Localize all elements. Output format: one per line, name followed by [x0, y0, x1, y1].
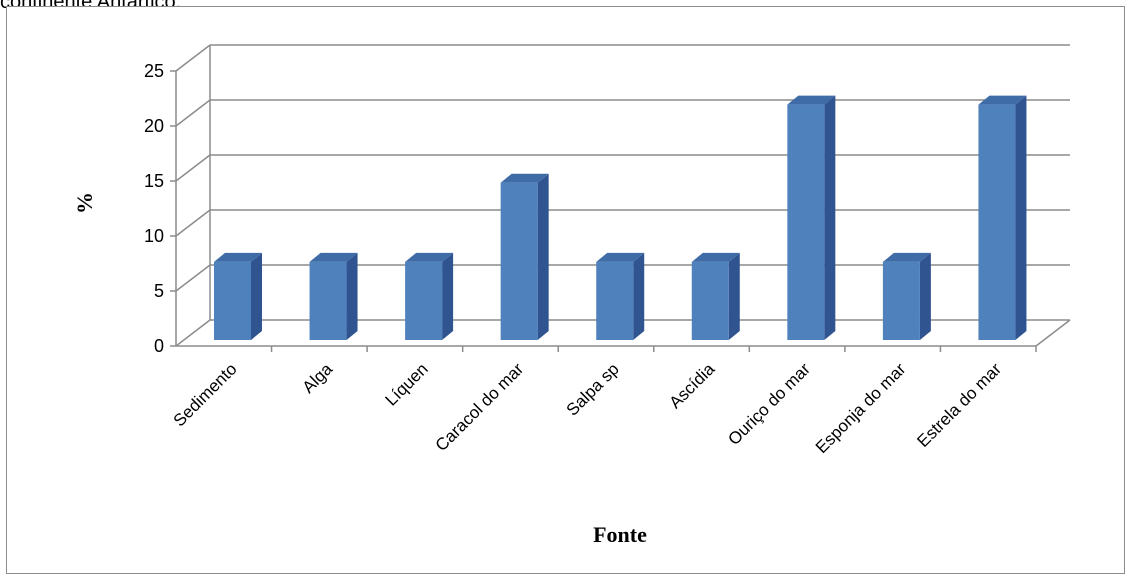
- x-tick-label: Sedimento: [170, 359, 241, 430]
- bar-side: [1015, 95, 1027, 340]
- gridline-diagonal: [175, 44, 211, 72]
- x-axis-labels: Sedimento Alga Líquen Caracol do mar Salpa s…: [170, 346, 1037, 457]
- bar: [405, 252, 454, 340]
- gridline-diagonal: [175, 209, 211, 237]
- y-tick-label: 20: [144, 116, 164, 136]
- bar-top: [309, 252, 358, 262]
- gridline-diagonal: [175, 264, 211, 292]
- gridline-diagonal: [175, 99, 211, 127]
- bar: [978, 95, 1027, 340]
- chart-walls: [175, 45, 1071, 347]
- bar-top: [500, 173, 549, 183]
- bar-top: [405, 252, 454, 262]
- y-axis-title: %: [72, 192, 97, 214]
- bar-front: [882, 261, 920, 340]
- x-tick-label: Esponja do mar: [812, 359, 910, 457]
- bar-top: [214, 252, 262, 262]
- bar-top: [787, 95, 836, 105]
- bar-top: [691, 252, 740, 262]
- bar-front: [787, 104, 825, 340]
- y-tick-label: 5: [154, 281, 164, 301]
- bar-front: [596, 261, 634, 340]
- bar-top: [596, 252, 645, 262]
- floor-right-edge: [1035, 319, 1071, 347]
- bar-front: [405, 261, 443, 340]
- bar: [787, 95, 836, 340]
- bar-side: [728, 252, 740, 340]
- bar: [691, 252, 740, 340]
- bar: [596, 252, 645, 340]
- x-tick-label: Estrela do mar: [913, 359, 1005, 451]
- x-tick-label: Ouriço do mar: [724, 359, 814, 449]
- bar-top: [978, 95, 1027, 105]
- bar-front: [978, 104, 1016, 340]
- x-axis-title: Fonte: [593, 522, 647, 547]
- bar-side: [251, 252, 262, 340]
- bar: [882, 252, 931, 340]
- bar-side: [919, 252, 931, 340]
- bar-front: [500, 182, 538, 340]
- y-tick-label: 25: [144, 61, 164, 81]
- y-tick-label: 10: [144, 226, 164, 246]
- bars: [214, 95, 1027, 340]
- x-tick-label: Líquen: [382, 359, 432, 409]
- bar: [309, 252, 358, 340]
- y-tick-label: 0: [154, 336, 164, 356]
- bar-front: [691, 261, 729, 340]
- bar-side: [442, 252, 454, 340]
- bar: [214, 252, 262, 340]
- x-tick-label: Salpa sp: [563, 359, 623, 419]
- x-tick-label: Alga: [299, 359, 337, 397]
- y-axis-ticks: 0 5 10 15 20 25: [144, 61, 176, 356]
- bar: [500, 173, 549, 340]
- bar-front: [309, 261, 347, 340]
- gridline-diagonal: [175, 154, 211, 182]
- bar-top: [882, 252, 931, 262]
- gridline-diagonal: [175, 319, 211, 347]
- bar-front: [214, 261, 251, 340]
- bar-side: [633, 252, 645, 340]
- bar-side: [537, 173, 549, 340]
- x-tick-label: Ascídia: [666, 359, 719, 412]
- y-tick-label: 15: [144, 171, 164, 191]
- bar-side: [346, 252, 358, 340]
- x-tick-label: Caracol do mar: [432, 359, 528, 455]
- bar-side: [824, 95, 836, 340]
